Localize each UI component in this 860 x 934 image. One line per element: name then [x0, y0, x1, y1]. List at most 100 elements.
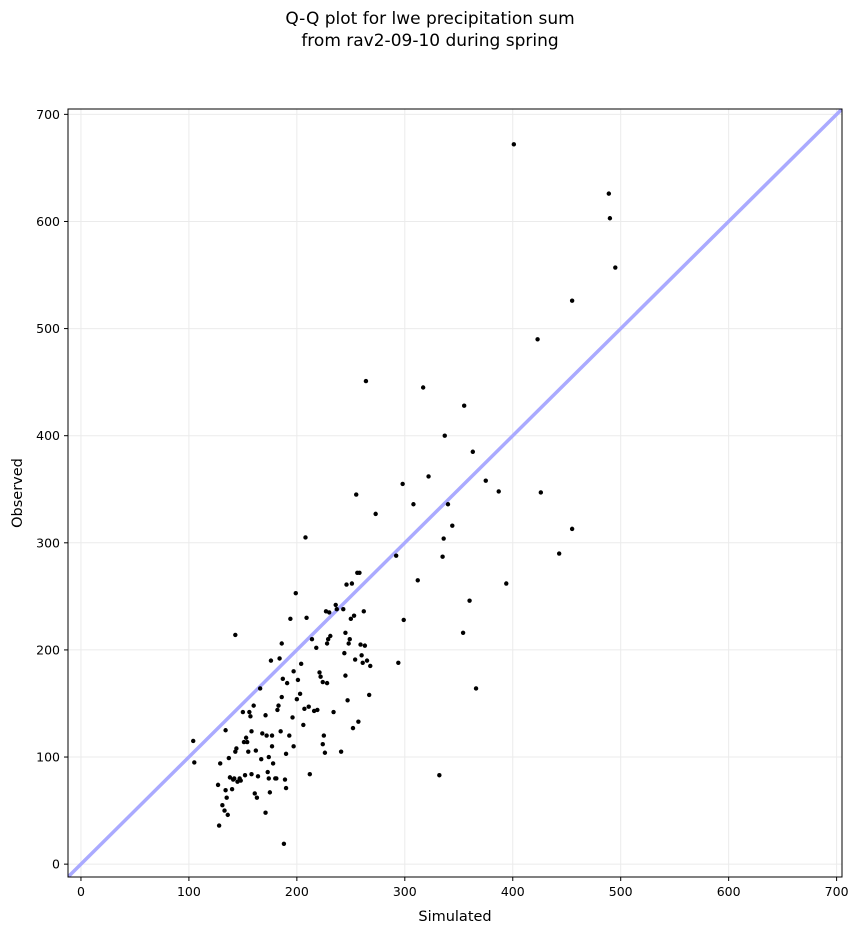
data-point [263, 810, 268, 815]
data-point [344, 582, 349, 587]
chart-title-line-1: Q-Q plot for lwe precipitation sum [285, 9, 575, 29]
data-point [347, 637, 352, 642]
data-point [227, 775, 233, 780]
data-point [473, 686, 479, 691]
data-point [259, 756, 264, 762]
data-point [279, 694, 284, 700]
data-point [220, 803, 225, 808]
data-point [192, 760, 197, 765]
x-tick-label: 200 [285, 884, 309, 899]
data-point [363, 378, 369, 384]
data-point [368, 663, 373, 669]
data-point [257, 686, 263, 691]
data-point [420, 385, 426, 390]
data-point [309, 637, 315, 642]
data-point [283, 785, 289, 791]
data-point [358, 642, 363, 647]
data-point [283, 751, 289, 757]
data-point [267, 790, 273, 795]
data-point [354, 492, 359, 497]
data-point [223, 728, 228, 733]
data-point [327, 610, 332, 615]
data-point [569, 298, 575, 303]
data-point [373, 511, 378, 517]
data-point [607, 216, 613, 221]
data-point [343, 673, 348, 678]
y-tick-label: 100 [36, 750, 60, 765]
data-point [445, 502, 451, 507]
data-point [343, 630, 348, 635]
data-point [302, 706, 307, 712]
data-point [254, 795, 260, 800]
x-tick-label: 100 [177, 884, 201, 899]
data-point [290, 715, 295, 720]
y-tick-label: 500 [36, 321, 60, 336]
data-point [364, 658, 370, 663]
data-point [297, 691, 303, 697]
data-point [276, 703, 281, 708]
data-point [269, 733, 275, 738]
data-point [243, 735, 249, 740]
x-axis-label: Simulated [418, 909, 491, 925]
data-point [346, 641, 351, 646]
data-point [348, 616, 354, 622]
data-point [320, 679, 325, 685]
data-point [287, 733, 292, 738]
plot-frame [67, 108, 843, 878]
data-point [218, 761, 223, 766]
data-point [246, 749, 251, 754]
data-point [328, 633, 333, 639]
data-point [504, 581, 509, 586]
data-point [350, 725, 356, 731]
data-point [351, 613, 357, 618]
x-tick-label: 500 [609, 884, 633, 899]
data-point [334, 607, 339, 612]
y-tick-label: 700 [36, 107, 60, 122]
data-point [535, 337, 540, 342]
data-point [315, 707, 320, 713]
data-point [223, 788, 228, 793]
data-point [606, 191, 612, 196]
y-axis-label: Observed [10, 458, 26, 528]
reference-line [68, 109, 842, 877]
data-point [225, 812, 230, 818]
data-point [291, 669, 296, 674]
data-point [442, 433, 447, 438]
data-point [275, 707, 280, 713]
data-point [253, 748, 259, 753]
data-point [216, 823, 222, 828]
data-point [233, 632, 238, 638]
data-point [483, 478, 488, 483]
data-point [338, 749, 344, 754]
data-point [357, 570, 362, 575]
data-point [252, 791, 257, 796]
data-point [440, 554, 445, 559]
data-point [293, 590, 298, 596]
data-point [324, 641, 330, 646]
y-tick-label: 600 [36, 214, 60, 229]
data-point [266, 754, 271, 760]
data-point [278, 729, 283, 734]
data-point [260, 731, 265, 736]
data-point [415, 578, 420, 583]
x-tick-label: 600 [717, 884, 741, 899]
data-point [265, 769, 270, 775]
data-point [613, 265, 618, 270]
data-point [224, 795, 229, 800]
data-point [393, 553, 399, 558]
data-point [342, 650, 347, 656]
data-point [249, 729, 254, 734]
data-point [324, 680, 330, 686]
data-point [359, 653, 364, 658]
data-point [511, 142, 517, 147]
data-point [450, 523, 455, 528]
y-tick-label: 400 [36, 428, 60, 443]
data-point [360, 660, 365, 665]
data-point [366, 692, 372, 698]
data-point [232, 776, 237, 781]
data-point [461, 403, 467, 408]
data-point [264, 733, 269, 738]
data-point [538, 490, 544, 495]
data-point [234, 746, 239, 751]
data-point [400, 481, 405, 487]
